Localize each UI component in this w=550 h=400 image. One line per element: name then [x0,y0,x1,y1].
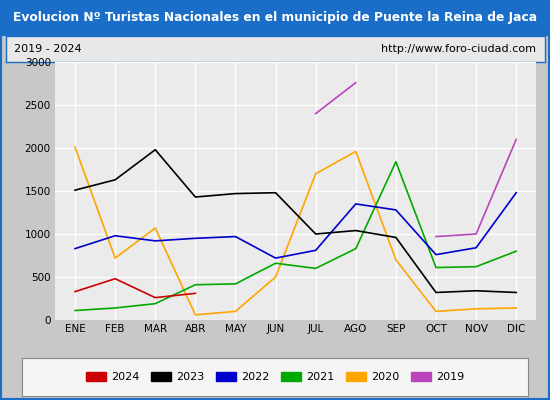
Legend: 2024, 2023, 2022, 2021, 2020, 2019: 2024, 2023, 2022, 2021, 2020, 2019 [81,367,469,387]
Line: 2022: 2022 [75,193,516,258]
2021 [232,282,239,286]
2023 [353,228,359,233]
2020 [232,309,239,314]
2020 [72,145,78,150]
2021 [433,265,439,270]
2024 [72,289,78,294]
2021 [353,246,359,251]
2022 [433,252,439,257]
2022 [393,208,399,212]
2021 [112,306,118,310]
2023 [473,288,480,293]
2020 [192,312,199,317]
2023 [232,191,239,196]
2022 [272,256,279,260]
Line: 2020: 2020 [75,147,516,315]
2022 [112,233,118,238]
2022 [152,238,158,243]
Text: 2019 - 2024: 2019 - 2024 [14,44,81,54]
2021 [72,308,78,313]
2021 [513,249,520,254]
2024 [152,295,158,300]
2022 [353,202,359,206]
2021 [393,159,399,164]
2023 [272,190,279,195]
Line: 2024: 2024 [75,279,195,298]
2020 [513,306,520,310]
2020 [473,306,480,311]
2020 [353,149,359,154]
2022 [192,236,199,241]
2024 [192,291,199,296]
2023 [393,235,399,240]
2024 [112,276,118,281]
2021 [312,266,319,271]
2020 [312,171,319,176]
2021 [272,261,279,266]
2021 [192,282,199,287]
Line: 2021: 2021 [75,162,516,310]
2023 [112,178,118,182]
2020 [433,309,439,314]
2022 [72,246,78,251]
2023 [72,188,78,192]
2023 [513,290,520,295]
2021 [152,301,158,306]
2022 [473,245,480,250]
2020 [112,256,118,260]
2021 [473,264,480,269]
2023 [152,147,158,152]
2020 [393,258,399,262]
2019 [353,80,359,85]
2023 [433,290,439,295]
2020 [272,274,279,279]
Text: Evolucion Nº Turistas Nacionales en el municipio de Puente la Reina de Jaca: Evolucion Nº Turistas Nacionales en el m… [13,12,537,24]
Text: http://www.foro-ciudad.com: http://www.foro-ciudad.com [381,44,536,54]
2022 [232,234,239,239]
Line: 2019: 2019 [316,83,356,114]
2019 [312,111,319,116]
2022 [513,190,520,195]
2023 [312,232,319,236]
2020 [152,226,158,230]
Line: 2023: 2023 [75,150,516,292]
2023 [192,195,199,200]
2022 [312,248,319,253]
